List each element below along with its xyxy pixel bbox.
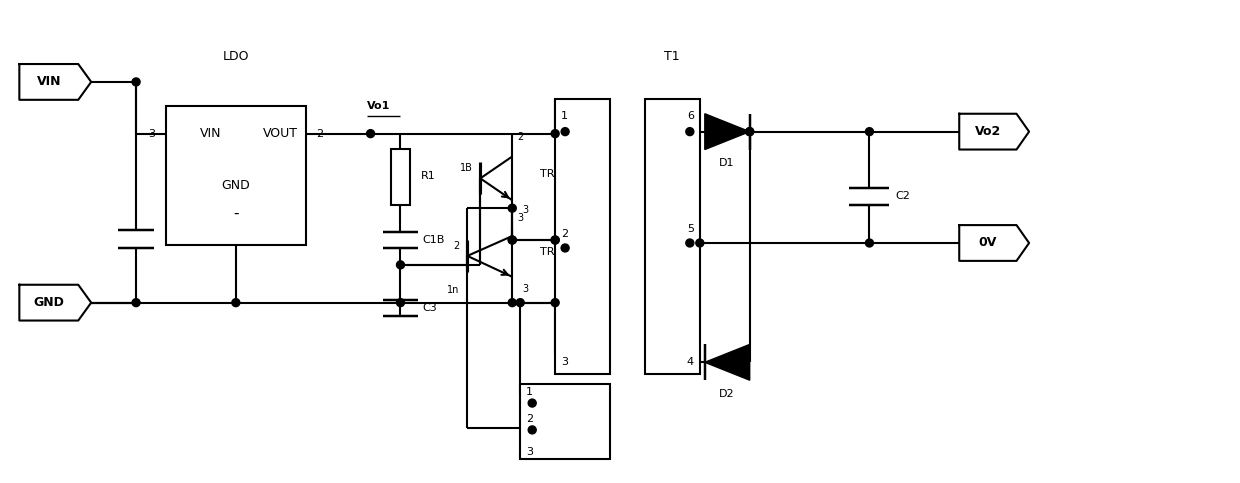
Circle shape [562,128,569,136]
Circle shape [508,204,516,212]
Text: 3: 3 [517,213,523,223]
Text: D1: D1 [719,158,734,169]
Bar [521,384,610,459]
Circle shape [866,239,873,247]
Text: VIN: VIN [200,127,222,140]
Text: 3: 3 [562,357,568,367]
Text: 6: 6 [687,111,694,121]
Circle shape [686,128,694,136]
Circle shape [133,298,140,307]
Text: D2: D2 [719,389,734,399]
Bar [556,99,610,374]
Text: 1: 1 [526,387,533,397]
Text: 2: 2 [526,414,533,424]
Text: 3: 3 [526,447,533,457]
Circle shape [551,236,559,244]
Text: LDO: LDO [223,50,249,63]
Bar [645,99,699,374]
Text: TR2: TR2 [541,247,562,257]
Text: 2: 2 [453,241,459,251]
Text: C3: C3 [423,303,438,313]
Text: 1n: 1n [446,284,459,295]
Text: 1B: 1B [460,163,472,173]
Circle shape [508,298,516,307]
Text: 4: 4 [687,357,694,367]
Text: C1B: C1B [423,235,445,245]
Text: 3: 3 [149,128,155,139]
Circle shape [397,261,404,269]
Polygon shape [704,114,750,150]
Bar [166,106,306,245]
Text: -: - [233,206,238,221]
Circle shape [528,399,536,407]
Circle shape [551,236,559,244]
Text: 0V: 0V [978,237,997,250]
Text: C1A: C1A [164,234,186,244]
Text: 1: 1 [562,111,568,121]
Circle shape [866,128,873,136]
Text: C2: C2 [895,191,910,201]
Circle shape [528,426,536,434]
Text: Vo2: Vo2 [975,125,1001,138]
Text: 5: 5 [687,224,694,234]
Text: 2: 2 [562,229,568,239]
Circle shape [551,129,559,138]
Circle shape [367,129,374,138]
Text: Vo1: Vo1 [367,101,391,111]
Text: 3: 3 [522,205,528,215]
Circle shape [696,239,704,247]
Circle shape [508,236,516,244]
Circle shape [133,78,140,86]
Text: 3: 3 [522,284,528,294]
Circle shape [516,298,525,307]
Polygon shape [704,344,750,380]
Text: 2: 2 [316,128,324,139]
Circle shape [745,128,754,136]
Bar [391,149,410,205]
Circle shape [508,236,516,244]
Text: T1: T1 [665,50,680,63]
Text: GND: GND [222,179,250,192]
Circle shape [397,298,404,307]
Text: 2: 2 [517,131,523,142]
Text: GND: GND [33,296,64,309]
Text: VIN: VIN [36,75,61,88]
Circle shape [686,239,694,247]
Text: TR1: TR1 [541,170,562,179]
Circle shape [562,244,569,252]
Circle shape [745,128,754,136]
Circle shape [551,298,559,307]
Text: R1: R1 [420,171,435,182]
Text: VOUT: VOUT [263,127,299,140]
Circle shape [232,298,239,307]
